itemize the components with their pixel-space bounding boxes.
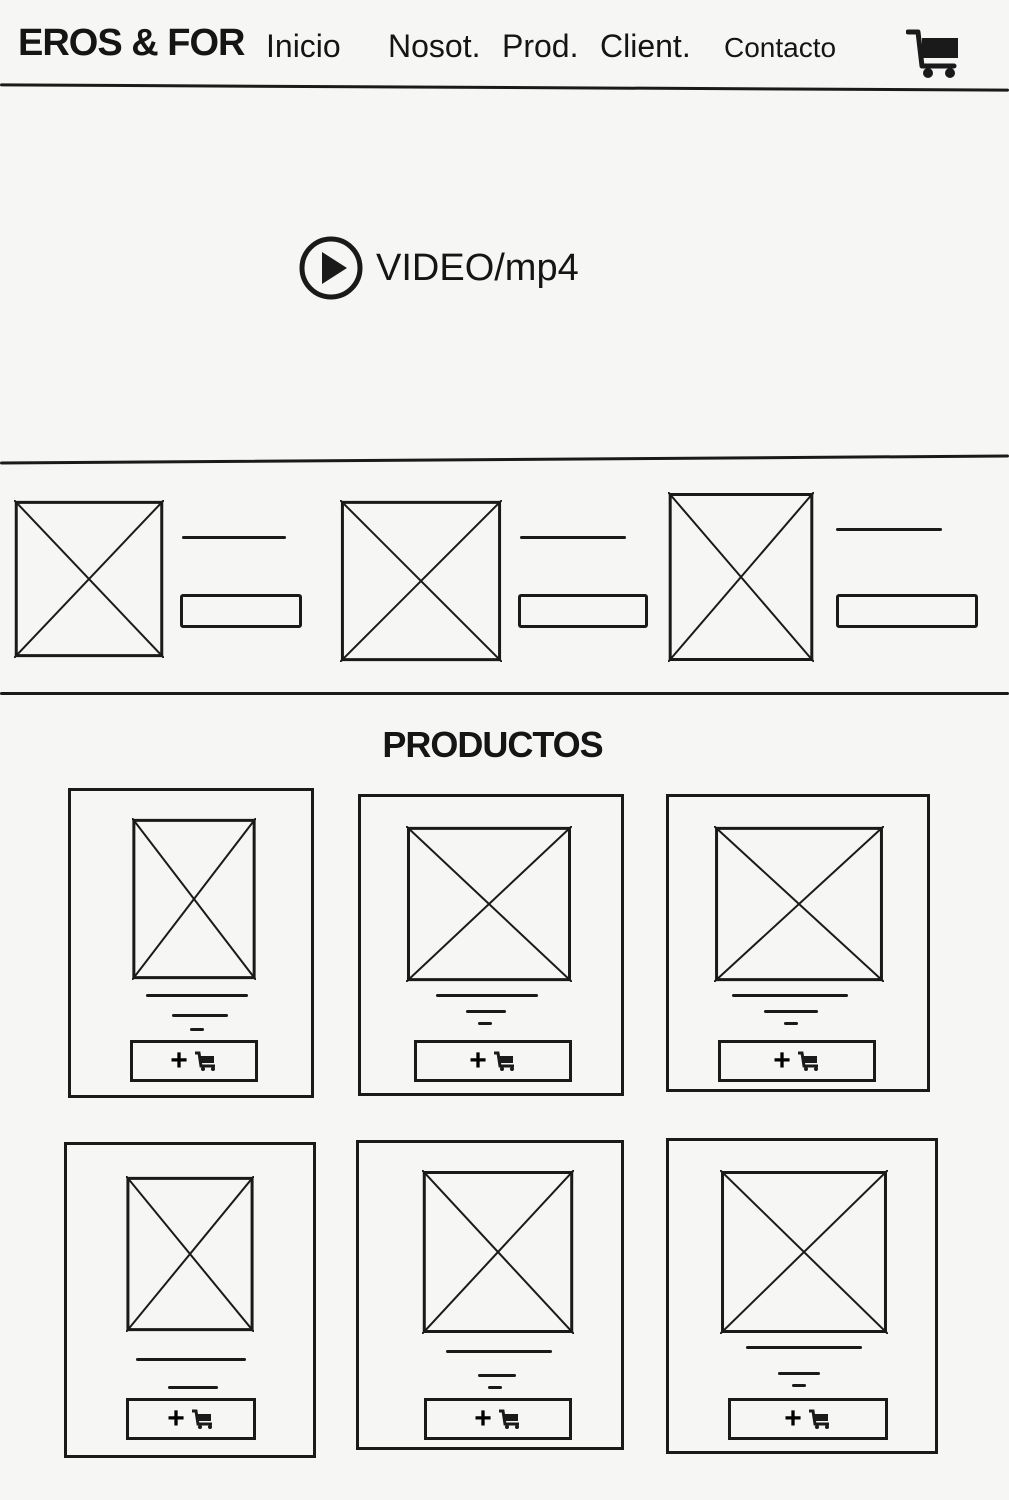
product-card-3[interactable] xyxy=(666,794,930,1092)
product-image-1 xyxy=(132,818,256,980)
product-price-line-4 xyxy=(168,1386,218,1389)
header-divider xyxy=(0,83,1009,92)
section-title-productos: PRODUCTOS xyxy=(382,724,603,765)
product-image-2 xyxy=(406,826,572,982)
product-price-line-3 xyxy=(764,1010,818,1013)
product-name-line-1 xyxy=(146,994,248,997)
feature-button-3[interactable] xyxy=(836,594,978,628)
add-to-cart-button-5[interactable]: + xyxy=(424,1398,572,1440)
add-label: + xyxy=(784,1402,802,1435)
feature-image-2 xyxy=(340,500,502,662)
cart-icon xyxy=(498,1409,519,1429)
cart-icon xyxy=(797,1051,818,1071)
feature-text-1 xyxy=(182,536,286,539)
add-label: + xyxy=(474,1402,492,1435)
hero-divider xyxy=(0,454,1009,465)
product-image-4 xyxy=(126,1176,254,1332)
hero-video[interactable]: VIDEO/mp4 xyxy=(298,232,579,304)
product-mark-1 xyxy=(190,1028,204,1031)
product-image-5 xyxy=(422,1170,574,1334)
brand-logo[interactable]: EROS & FOR xyxy=(18,22,245,64)
feature-image-1 xyxy=(14,500,164,658)
product-name-line-4 xyxy=(136,1358,246,1361)
nav-item-clientes[interactable]: Client. xyxy=(600,28,691,64)
feature-image-3 xyxy=(668,492,814,662)
nav-item-nosotros[interactable]: Nosot. xyxy=(388,28,481,64)
product-name-line-6 xyxy=(746,1346,862,1349)
add-label: + xyxy=(170,1044,188,1077)
play-icon[interactable] xyxy=(298,235,364,301)
product-price-line-2 xyxy=(466,1010,506,1013)
product-price-line-1 xyxy=(172,1014,228,1017)
feature-button-2[interactable] xyxy=(518,594,648,628)
add-to-cart-button-2[interactable]: + xyxy=(414,1040,572,1082)
add-label: + xyxy=(773,1044,791,1077)
product-mark-3 xyxy=(784,1022,798,1025)
feature-button-1[interactable] xyxy=(180,594,302,628)
cart-icon xyxy=(191,1409,212,1429)
product-image-3 xyxy=(714,826,884,982)
add-to-cart-button-4[interactable]: + xyxy=(126,1398,256,1440)
cart-icon xyxy=(808,1409,829,1429)
product-name-line-3 xyxy=(732,994,848,997)
add-label: + xyxy=(469,1044,487,1077)
features-divider xyxy=(0,692,1009,695)
product-name-line-2 xyxy=(436,994,538,997)
feature-text-2 xyxy=(520,536,626,539)
product-card-5[interactable] xyxy=(356,1140,624,1450)
add-label: + xyxy=(167,1402,185,1435)
product-card-2[interactable] xyxy=(358,794,624,1096)
product-card-1[interactable] xyxy=(68,788,314,1098)
nav-item-contacto[interactable]: Contacto xyxy=(724,32,837,63)
product-name-line-5 xyxy=(446,1350,552,1353)
add-to-cart-button-3[interactable]: + xyxy=(718,1040,876,1082)
nav-item-inicio[interactable]: Inicio xyxy=(266,28,341,64)
product-card-6[interactable] xyxy=(666,1138,938,1454)
add-to-cart-button-6[interactable]: + xyxy=(728,1398,888,1440)
product-price-line-5 xyxy=(478,1374,516,1377)
nav-item-productos[interactable]: Prod. xyxy=(502,28,579,64)
product-price-line-6 xyxy=(778,1372,820,1375)
product-mark-5 xyxy=(488,1386,502,1389)
product-image-6 xyxy=(720,1170,888,1334)
product-card-4[interactable] xyxy=(64,1142,316,1458)
video-label: VIDEO/mp4 xyxy=(376,246,579,289)
product-mark-6 xyxy=(792,1384,806,1387)
shopping-cart-icon[interactable] xyxy=(905,26,962,80)
cart-icon xyxy=(194,1051,215,1071)
add-to-cart-button-1[interactable]: + xyxy=(130,1040,258,1082)
cart-icon xyxy=(493,1051,514,1071)
product-mark-2 xyxy=(478,1022,492,1025)
feature-text-3 xyxy=(836,528,942,531)
